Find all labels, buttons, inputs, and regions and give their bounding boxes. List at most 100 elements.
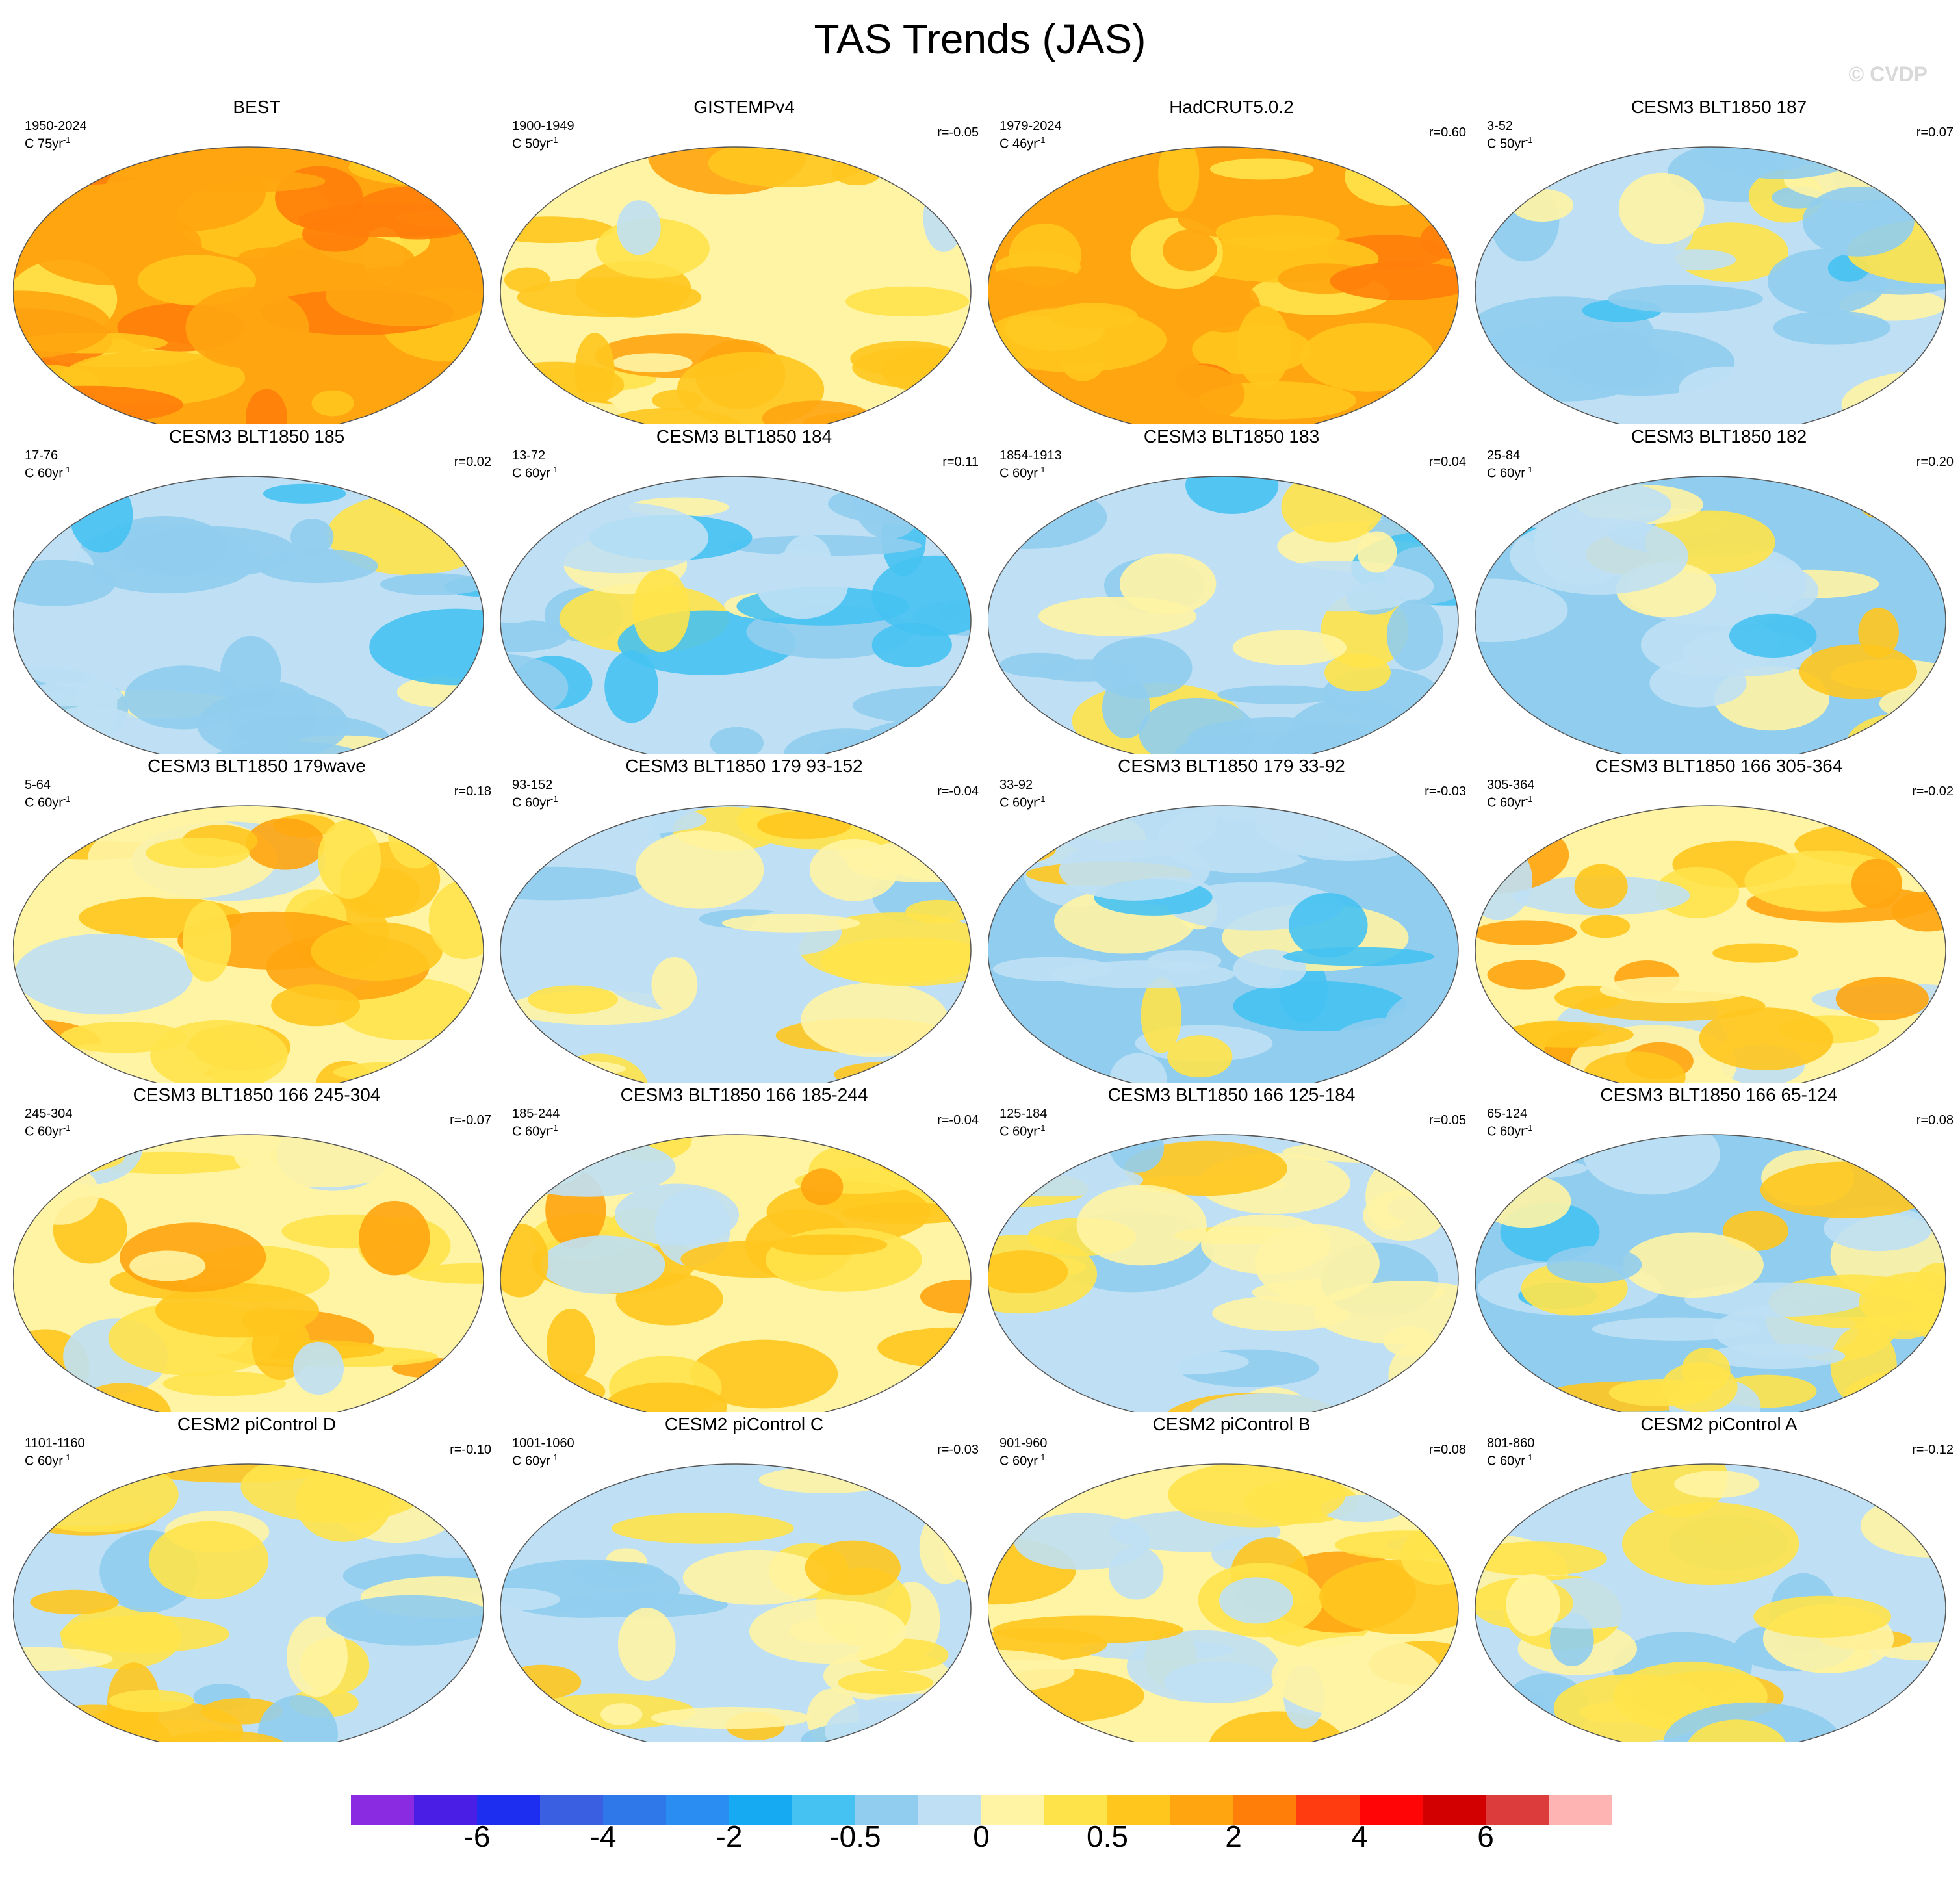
- trend-anomaly-patch: [293, 1341, 344, 1395]
- trend-anomaly-patch: [1118, 363, 1245, 424]
- trend-anomaly-patch: [1712, 943, 1799, 963]
- globe-outline: [1475, 476, 1946, 754]
- trend-anomaly-patch: [1113, 1349, 1249, 1375]
- trend-anomaly-patch: [1386, 599, 1443, 671]
- panel-trend-units: C 60yr-1: [1487, 465, 1533, 481]
- trend-anomaly-patch: [1048, 303, 1138, 329]
- panel-trend-units: C 60yr-1: [999, 1452, 1046, 1469]
- map-panel: HadCRUT5.0.2 1979-2024 C 46yr-1 r=0.60: [988, 96, 1475, 424]
- trend-anomaly-patch: [1289, 893, 1368, 958]
- trend-anomaly-patch: [1475, 920, 1577, 945]
- panel-pattern-correlation: r=0.07: [1916, 125, 1954, 140]
- panel-year-range: 125-184: [999, 1107, 1048, 1121]
- panel-title: CESM3 BLT1850 184: [656, 426, 832, 446]
- map-panel: CESM2 piControl A 801-860 C 60yr-1 r=-0.12: [1475, 1413, 1960, 1742]
- globe-outline: [13, 805, 484, 1083]
- trend-anomaly-patch: [333, 1062, 453, 1082]
- trend-anomaly-patch: [869, 147, 910, 175]
- trend-anomaly-patch: [1851, 858, 1902, 908]
- map-panel: CESM3 BLT1850 184 13-72 C 60yr-1 r=0.11: [500, 426, 988, 754]
- trend-anomaly-patch: [1014, 1513, 1151, 1570]
- trend-anomaly-patch: [1649, 658, 1747, 708]
- colorbar-swatch: [1360, 1795, 1423, 1825]
- trend-anomaly-patch: [1158, 147, 1200, 212]
- trend-anomaly-patch: [604, 1382, 727, 1412]
- trend-anomaly-patch: [988, 751, 1130, 754]
- trend-anomaly-patch: [317, 819, 381, 899]
- trend-anomaly-patch: [534, 1464, 705, 1509]
- globe-outline: [500, 1134, 972, 1412]
- trend-map: [1475, 805, 1946, 1083]
- trend-anomaly-patch: [635, 830, 764, 909]
- trend-anomaly-patch: [801, 1168, 844, 1205]
- trend-anomaly-patch: [326, 1595, 484, 1646]
- trend-anomaly-patch: [401, 487, 484, 518]
- panel-pattern-correlation: r=-0.07: [450, 1113, 491, 1127]
- panel-title: HadCRUT5.0.2: [1169, 97, 1294, 117]
- trend-anomaly-patch: [504, 267, 550, 293]
- trend-anomaly-patch: [920, 1279, 971, 1314]
- trend-map: [988, 1463, 1459, 1742]
- colorbar-swatch: [1107, 1795, 1170, 1825]
- trend-anomaly-patch: [597, 923, 703, 953]
- trend-anomaly-patch: [1188, 1393, 1346, 1412]
- trend-anomaly-patch: [1388, 1341, 1456, 1411]
- panel-trend-units: C 60yr-1: [999, 1123, 1046, 1139]
- trend-anomaly-patch: [271, 984, 361, 1027]
- colorbar-swatch: [540, 1795, 603, 1825]
- trend-anomaly-patch: [1499, 1022, 1634, 1048]
- map-panel: CESM2 piControl C 1001-1060 C 60yr-1 r=-0.0…: [500, 1413, 988, 1742]
- trend-anomaly-patch: [1859, 1272, 1946, 1332]
- trend-map: [13, 1134, 484, 1412]
- trend-anomaly-patch: [1428, 1473, 1458, 1528]
- trend-map: [500, 146, 972, 424]
- trend-anomaly-patch: [615, 1183, 739, 1246]
- trend-anomaly-patch: [1215, 215, 1340, 250]
- trend-anomaly-patch: [721, 914, 860, 933]
- trend-anomaly-patch: [1051, 960, 1235, 988]
- trend-anomaly-patch: [1836, 1393, 1946, 1412]
- trend-anomaly-patch: [716, 231, 767, 287]
- trend-anomaly-patch: [263, 483, 346, 504]
- trend-anomaly-patch: [408, 1263, 484, 1284]
- globe-outline: [13, 1134, 484, 1412]
- trend-anomaly-patch: [528, 985, 618, 1014]
- trend-anomaly-patch: [162, 1371, 287, 1396]
- trend-anomaly-patch: [828, 482, 971, 526]
- trend-anomaly-patch: [1506, 1573, 1560, 1636]
- trend-anomaly-patch: [1622, 1502, 1799, 1586]
- panel-pattern-correlation: r=0.08: [1916, 1113, 1954, 1127]
- colorbar-swatch: [1296, 1795, 1360, 1825]
- trend-anomaly-patch: [1271, 1636, 1443, 1717]
- trend-anomaly-patch: [617, 200, 661, 255]
- trend-anomaly-patch: [240, 1464, 430, 1523]
- trend-anomaly-patch: [1663, 1702, 1842, 1742]
- trend-anomaly-patch: [682, 1550, 829, 1605]
- trend-anomaly-patch: [1141, 977, 1182, 1053]
- trend-anomaly-patch: [1475, 737, 1591, 754]
- trend-anomaly-patch: [1232, 630, 1347, 665]
- colorbar-swatch: [666, 1795, 729, 1825]
- globe-outline: [988, 476, 1459, 754]
- trend-map: [988, 805, 1459, 1083]
- trend-anomaly-patch: [1729, 613, 1817, 658]
- trend-anomaly-patch: [905, 899, 971, 924]
- globe-outline: [500, 146, 972, 424]
- panel-pattern-correlation: r=-0.10: [450, 1443, 491, 1457]
- globe-outline: [1475, 805, 1946, 1083]
- trend-anomaly-patch: [1592, 1317, 1761, 1341]
- panel-title: CESM3 BLT1850 183: [1143, 426, 1320, 446]
- trend-anomaly-patch: [612, 1512, 794, 1544]
- trend-anomaly-patch: [256, 548, 378, 584]
- trend-anomaly-patch: [1480, 1175, 1571, 1228]
- trend-anomaly-patch: [1685, 1719, 1788, 1742]
- trend-anomaly-patch: [1244, 561, 1434, 612]
- panel-year-range: 185-244: [512, 1107, 560, 1121]
- panel-trend-units: C 60yr-1: [1487, 1123, 1533, 1139]
- trend-anomaly-patch: [1679, 366, 1772, 413]
- trend-anomaly-patch: [600, 1703, 643, 1726]
- trend-anomaly-patch: [124, 665, 243, 730]
- colorbar-tick-label: -0.5: [829, 1820, 881, 1853]
- colorbar-swatch: [351, 1795, 414, 1825]
- trend-map: [988, 1134, 1459, 1412]
